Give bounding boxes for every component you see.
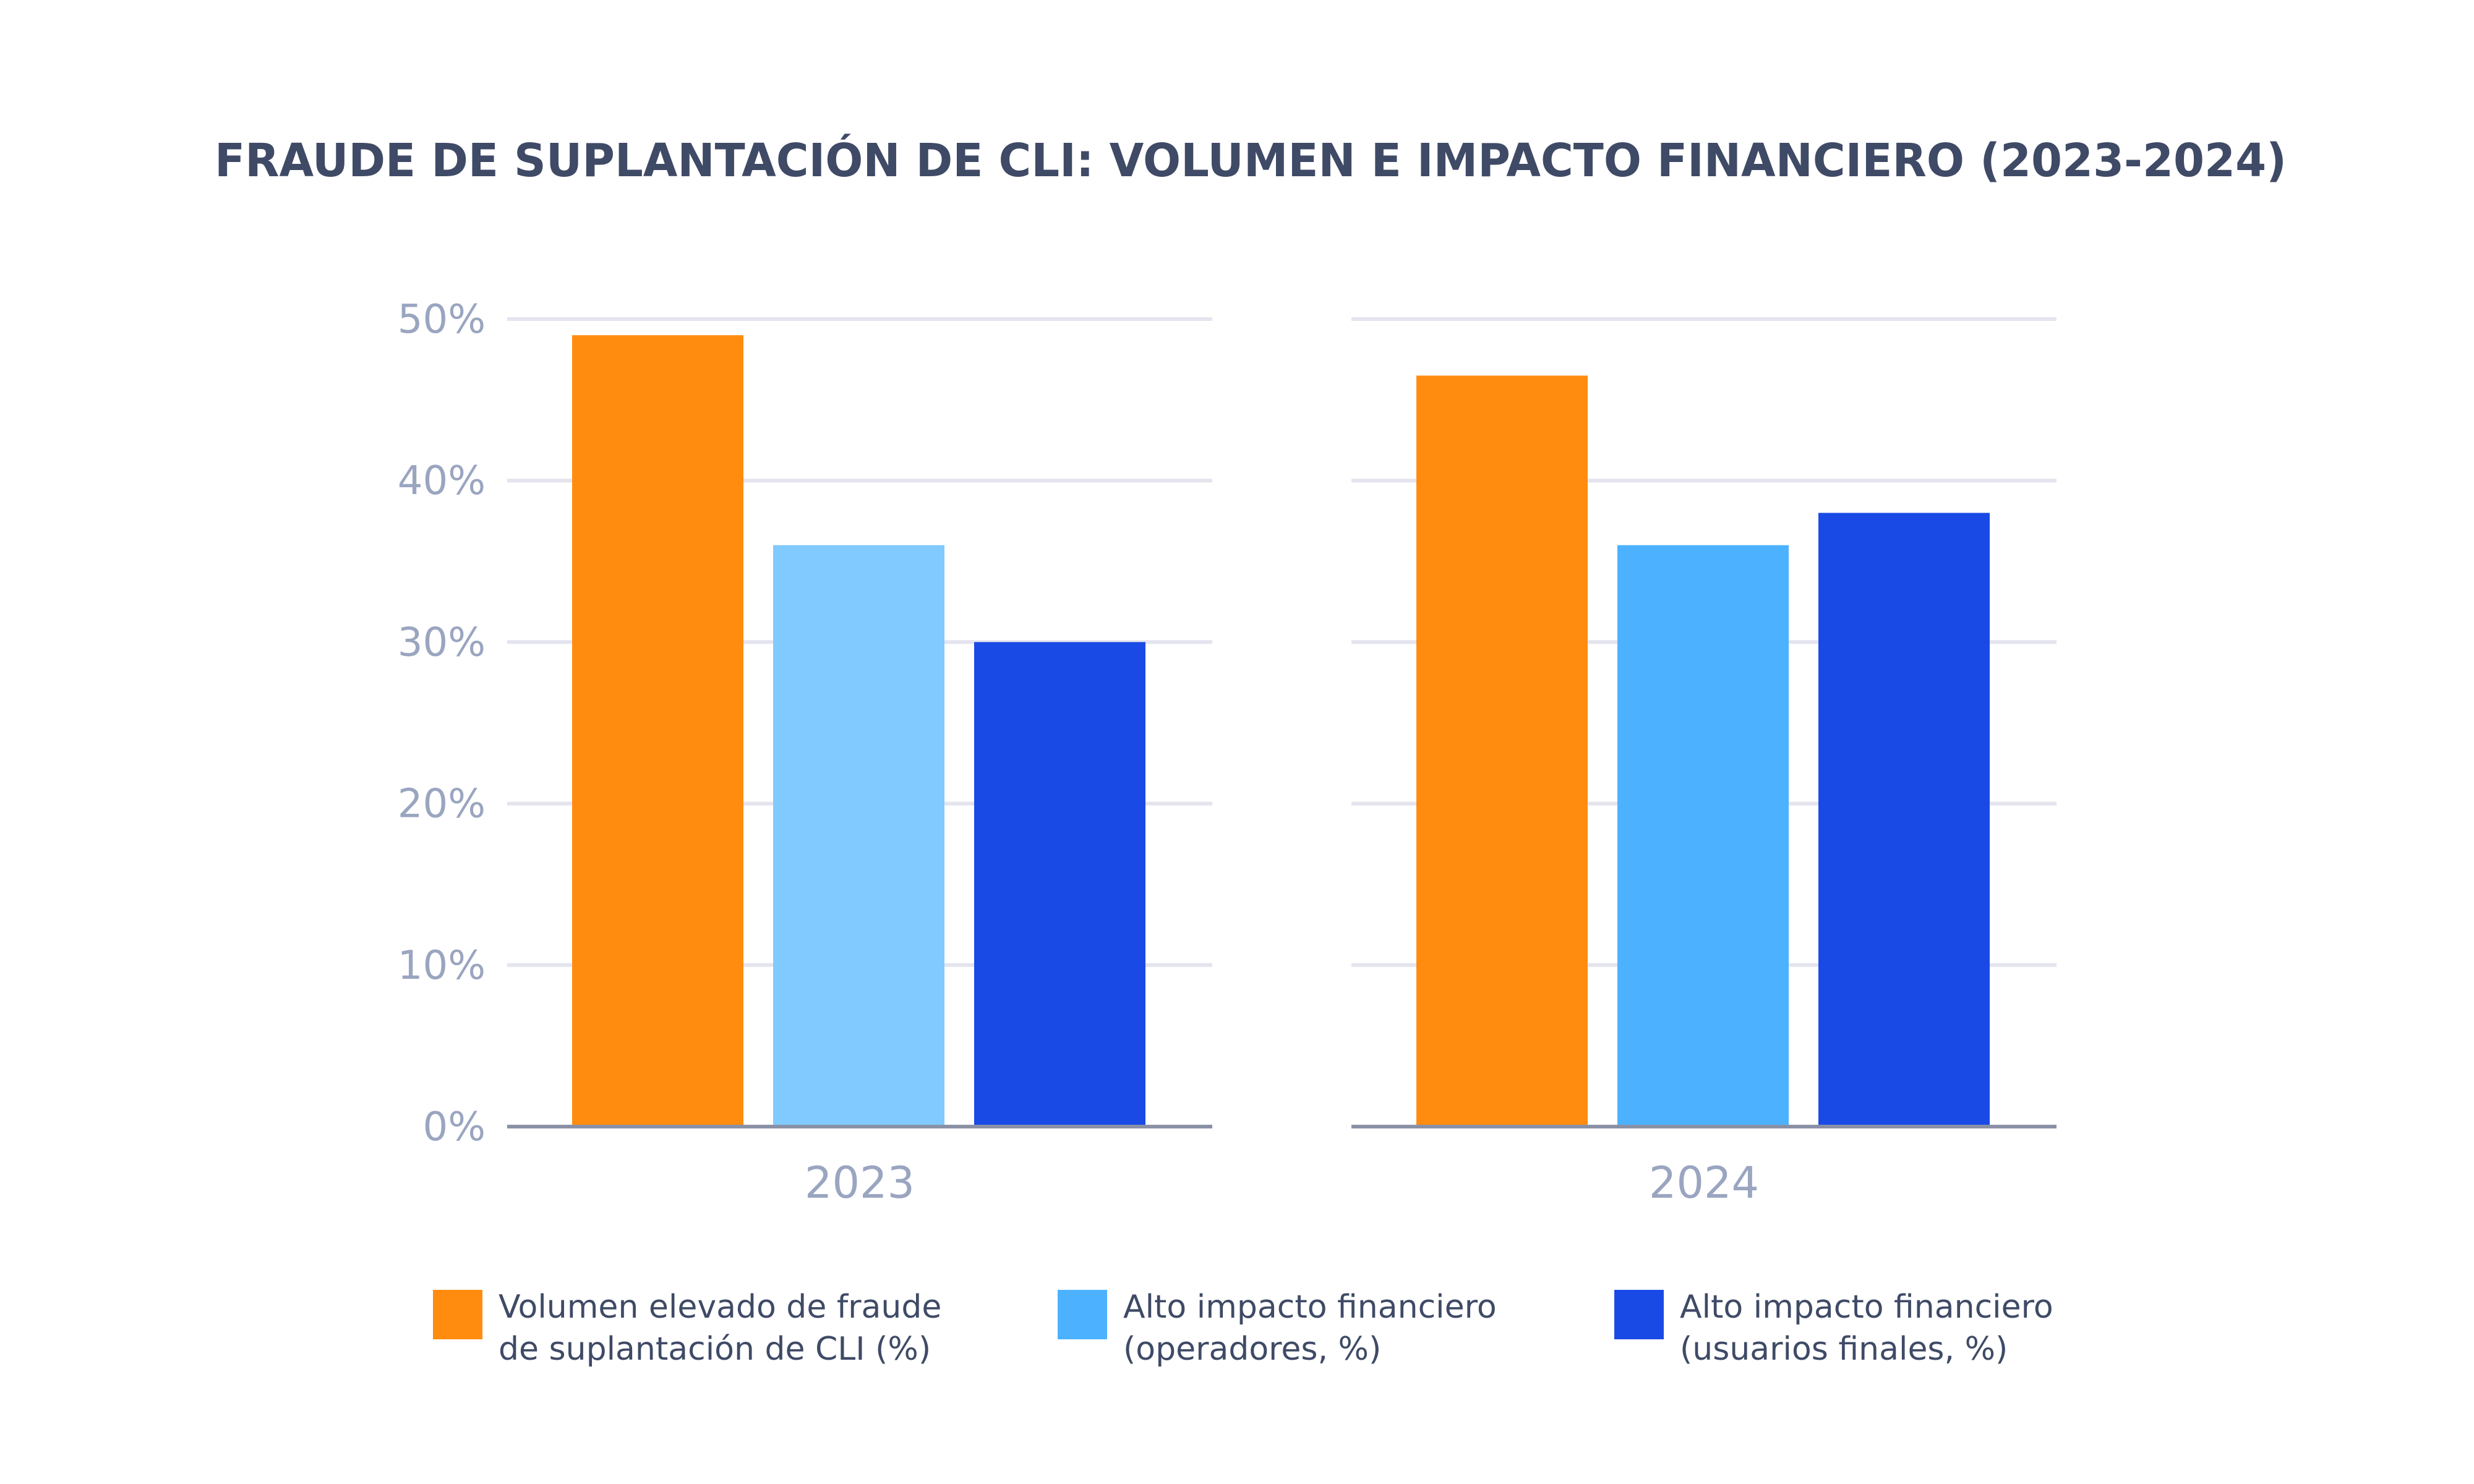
x-category-label: 2023 bbox=[805, 1158, 915, 1208]
legend-swatch-usuarios bbox=[1614, 1290, 1664, 1339]
y-tick-label: 50% bbox=[398, 297, 486, 343]
y-tick-label: 20% bbox=[398, 782, 486, 827]
bar-2023-series-3 bbox=[974, 642, 1145, 1127]
y-tick-label: 40% bbox=[398, 458, 486, 504]
legend-label-operadores: Alto impacto financiero (operadores, %) bbox=[1123, 1289, 1497, 1368]
chart-title: FRAUDE DE SUPLANTACIÓN DE CLI: VOLUMEN E… bbox=[215, 133, 2287, 187]
bar-2023-series-1 bbox=[572, 335, 743, 1127]
y-tick-label: 30% bbox=[398, 620, 486, 665]
legend-label-volumen: Volumen elevado de fraude de suplantació… bbox=[499, 1289, 942, 1368]
y-tick-label: 10% bbox=[398, 943, 486, 989]
legend-swatch-volumen bbox=[433, 1290, 482, 1339]
y-tick-label: 0% bbox=[422, 1104, 486, 1150]
bar-2023-series-2 bbox=[773, 545, 944, 1127]
legend-label-usuarios: Alto impacto financiero (usuarios finale… bbox=[1680, 1289, 2053, 1368]
bar-2024-series-2 bbox=[1617, 545, 1789, 1127]
legend-swatch-operadores bbox=[1058, 1290, 1107, 1339]
x-category-label: 2024 bbox=[1649, 1158, 1759, 1208]
bar-2024-series-1 bbox=[1416, 375, 1588, 1127]
bar-2024-series-3 bbox=[1818, 513, 1990, 1127]
